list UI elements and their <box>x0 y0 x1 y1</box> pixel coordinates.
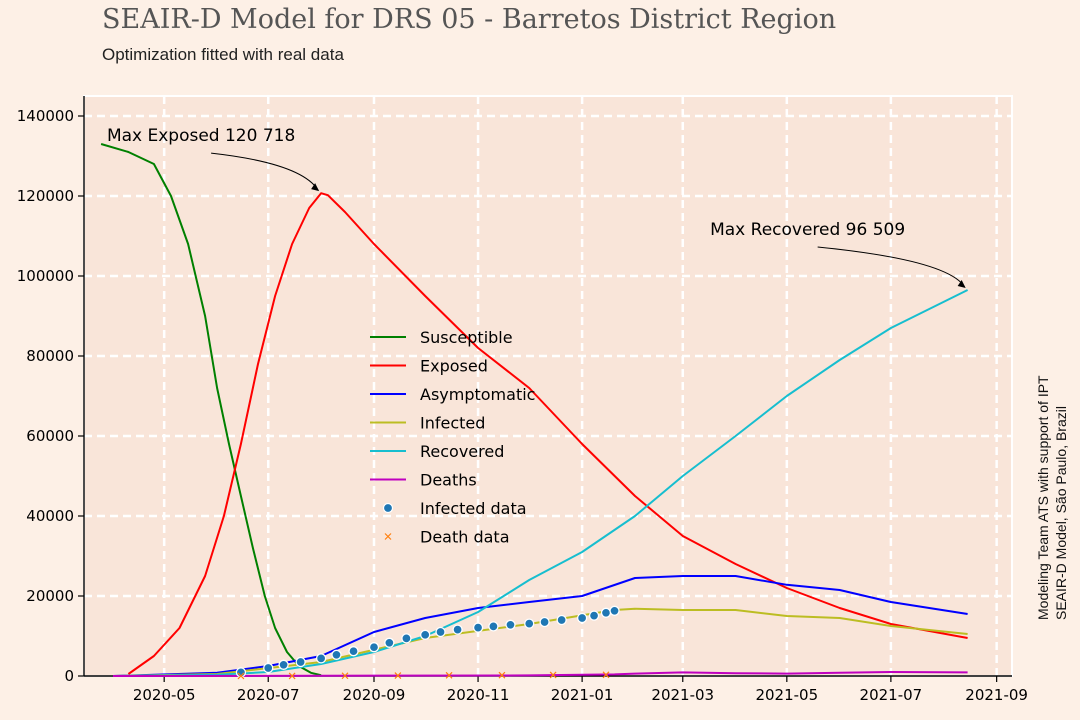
x-tick-label: 2021-09 <box>965 686 1028 704</box>
legend-label: Asymptomatic <box>420 385 535 404</box>
y-tick-label: 80000 <box>26 347 74 365</box>
annotation-arrow <box>817 246 966 288</box>
annotation-arrow <box>211 152 319 191</box>
legend-swatch <box>382 502 394 514</box>
series-line-deaths <box>112 671 968 677</box>
point-infected-data <box>435 626 446 638</box>
legend-label: Recovered <box>420 442 504 461</box>
chart-subtitle: Optimization fitted with real data <box>102 45 344 64</box>
x-tick-label: 2020-09 <box>343 686 406 704</box>
annotation-arrowhead <box>311 183 320 192</box>
point-infected-data <box>556 614 567 626</box>
point-death-data <box>602 671 610 679</box>
series-layer <box>100 143 969 680</box>
credit-line-2: SEAIR-D Model, São Paulo, Brazil <box>1053 406 1069 620</box>
y-tick-label: 20000 <box>26 587 74 605</box>
credit-note: Modeling Team ATS with support of IPT SE… <box>1034 375 1070 620</box>
legend-swatch <box>384 533 392 540</box>
legend-entry: Recovered <box>370 442 504 461</box>
legend-label: Infected <box>420 414 485 433</box>
point-infected-data <box>315 653 327 664</box>
plot-area <box>83 95 1013 677</box>
point-death-data <box>549 671 557 679</box>
point-death-data <box>237 672 245 680</box>
annotation-label: Max Recovered 96 509 <box>710 220 905 240</box>
legend-label: Deaths <box>420 471 477 490</box>
chart-title: SEAIR-D Model for DRS 05 - Barretos Dist… <box>102 4 837 35</box>
point-infected-data <box>401 633 412 644</box>
point-infected-data <box>348 646 359 657</box>
point-death-data <box>288 672 296 680</box>
x-tick-label: 2020-05 <box>133 686 196 704</box>
x-tick-label: 2021-01 <box>551 686 614 704</box>
point-infected-data <box>609 605 620 616</box>
legend-entry: Infected data <box>382 499 527 518</box>
annotation-label: Max Exposed 120 718 <box>107 126 295 146</box>
x-tick-label: 2020-07 <box>237 686 300 704</box>
point-infected-data <box>452 624 463 635</box>
point-infected-data <box>600 607 612 618</box>
point-infected-data <box>263 662 274 674</box>
y-tick-label: 0 <box>64 667 74 685</box>
legend: Susceptible Exposed Asymptomatic Infected Re… <box>370 328 535 547</box>
point-infected-data <box>235 667 247 678</box>
point-infected-data <box>295 656 306 668</box>
legend-label: Death data <box>420 528 510 547</box>
credit-line-1: Modeling Team ATS with support of IPT <box>1035 375 1051 620</box>
point-infected-data <box>505 619 516 630</box>
point-infected-data <box>368 642 380 653</box>
y-tick-label: 40000 <box>26 507 74 525</box>
y-axis: 0 20000 40000 60000 80000 100000 120000 140000 <box>17 96 85 685</box>
point-infected-data <box>331 649 342 660</box>
legend-label: Infected data <box>420 499 527 518</box>
series-line-asymptomatic <box>112 575 968 677</box>
legend-label: Susceptible <box>420 328 513 347</box>
grid-lines <box>84 96 1012 676</box>
legend-entry: Exposed <box>370 357 488 376</box>
series-line-exposed <box>127 192 968 675</box>
point-death-data <box>445 671 453 679</box>
point-infected-data <box>384 637 395 648</box>
y-tick-label: 120000 <box>17 187 74 205</box>
annotation-layer: Max Exposed 120 718 Max Recovered 96 509 <box>107 126 966 288</box>
x-tick-label: 2021-05 <box>755 686 818 704</box>
point-infected-data <box>576 612 588 624</box>
y-tick-label: 140000 <box>17 107 74 125</box>
legend-label: Exposed <box>420 357 488 376</box>
point-infected-data <box>488 621 499 632</box>
point-infected-data <box>278 659 289 670</box>
annotation-arrowhead <box>957 279 966 288</box>
x-tick-label: 2020-11 <box>447 686 510 704</box>
point-infected-data <box>524 618 535 629</box>
y-tick-label: 60000 <box>26 427 74 445</box>
point-infected-data <box>539 616 550 628</box>
x-tick-label: 2021-07 <box>860 686 923 704</box>
x-axis: 2020-05 2020-07 2020-09 2020-11 2021-01 2021-… <box>84 675 1028 704</box>
point-death-data <box>394 672 402 679</box>
point-infected-data <box>472 622 484 633</box>
legend-entry: Susceptible <box>370 328 513 347</box>
y-tick-label: 100000 <box>17 267 74 285</box>
legend-entry: Death data <box>384 528 510 547</box>
legend-entry: Deaths <box>370 471 477 490</box>
x-tick-label: 2021-03 <box>651 686 714 704</box>
point-infected-data <box>420 629 431 640</box>
point-infected-data <box>588 610 600 621</box>
legend-entry: Asymptomatic <box>370 385 535 404</box>
point-death-data <box>341 672 349 680</box>
point-death-data <box>498 671 506 679</box>
legend-entry: Infected <box>370 414 485 433</box>
series-line-recovered <box>112 289 969 677</box>
